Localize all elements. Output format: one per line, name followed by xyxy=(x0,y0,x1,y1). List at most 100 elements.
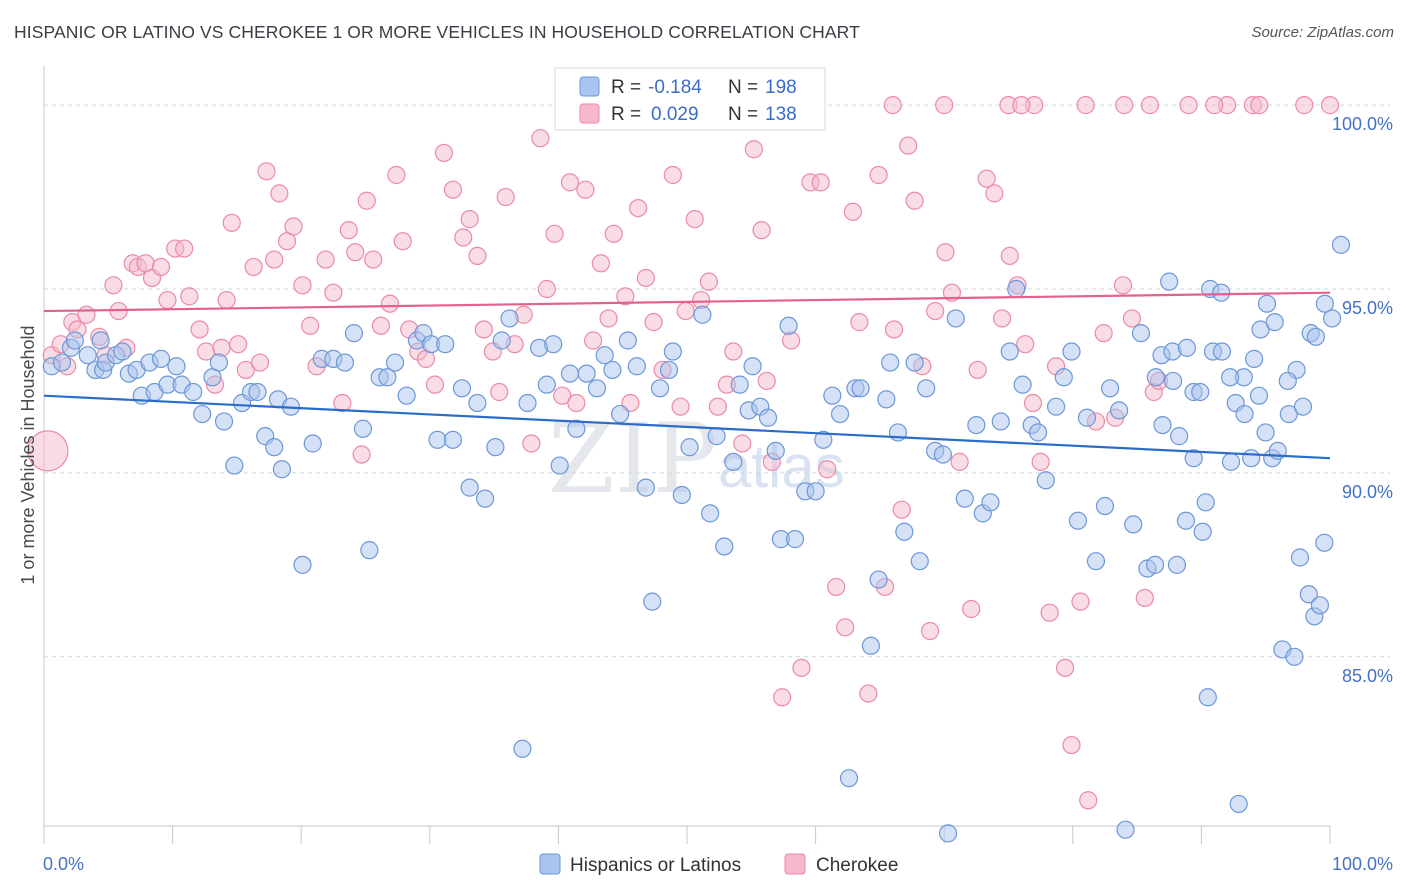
hispanic-point xyxy=(1077,408,1097,427)
cherokee-point xyxy=(977,169,996,188)
cherokee-point xyxy=(827,577,846,597)
legend-r-label-1: R = xyxy=(611,77,641,98)
hispanic-point xyxy=(955,489,974,508)
hispanic-point xyxy=(1164,371,1183,391)
hispanic-point xyxy=(1242,449,1261,468)
hispanic-point xyxy=(1293,397,1313,416)
cherokee-point xyxy=(244,257,263,277)
hispanic-point xyxy=(1170,427,1189,446)
cherokee-point xyxy=(1135,588,1154,608)
cherokee-point xyxy=(1295,96,1314,115)
hispanic-point xyxy=(460,478,479,497)
hispanic-point xyxy=(1212,283,1231,302)
watermark-zip: ZIP xyxy=(548,403,717,515)
hispanic-point xyxy=(1278,371,1297,391)
hispanic-point xyxy=(1124,515,1143,534)
cherokee-points xyxy=(27,96,1340,810)
cherokee-point xyxy=(584,331,603,350)
bottom-legend-cherokee: Cherokee xyxy=(816,855,898,876)
cherokee-point xyxy=(212,338,231,357)
hispanic-point xyxy=(436,335,455,354)
cherokee-point xyxy=(883,96,902,115)
hispanic-point xyxy=(1095,496,1115,516)
cherokee-point xyxy=(962,599,981,619)
cherokee-point xyxy=(180,287,199,306)
x-tick-label-min: 0.0% xyxy=(43,854,84,874)
cherokee-point xyxy=(293,276,312,295)
legend-swatch-blue xyxy=(579,76,600,97)
cherokee-point xyxy=(968,360,987,380)
cherokee-point xyxy=(733,434,752,453)
y-tick-label: 90.0% xyxy=(1342,482,1393,502)
y-axis-label: 1 or more Vehicles in Household xyxy=(18,325,38,584)
cherokee-point xyxy=(836,618,855,637)
cherokee-point xyxy=(724,342,743,361)
hispanic-point xyxy=(724,452,743,471)
cherokee-point xyxy=(1031,452,1050,471)
cherokee-point xyxy=(553,386,572,405)
cherokee-point xyxy=(676,301,695,321)
x-tick-labels: 0.0% 100.0% xyxy=(43,854,1393,874)
cherokee-point xyxy=(537,279,556,299)
hispanic-point xyxy=(78,346,97,365)
cherokee-point xyxy=(1076,96,1095,115)
legend-n-value-1: 198 xyxy=(765,77,797,98)
hispanic-point xyxy=(378,368,397,387)
hispanic-point xyxy=(1221,452,1241,471)
cherokee-point xyxy=(1140,96,1160,115)
cherokee-point xyxy=(859,684,878,703)
cherokee-point xyxy=(490,382,509,402)
cherokee-point xyxy=(324,283,343,302)
hispanic-point xyxy=(1315,533,1334,552)
cherokee-point xyxy=(773,688,792,707)
cherokee-point xyxy=(284,217,303,236)
hispanic-point xyxy=(905,353,924,372)
cherokee-point xyxy=(339,221,358,240)
cherokee-point xyxy=(752,221,771,240)
cherokee-point xyxy=(380,294,400,313)
cherokee-point xyxy=(591,254,610,273)
cherokee-point xyxy=(352,445,371,464)
cherokee-point xyxy=(1113,276,1133,295)
hispanic-point xyxy=(814,430,833,449)
hispanic-point xyxy=(537,375,556,394)
hispanic-point xyxy=(779,316,798,335)
hispanic-point xyxy=(991,412,1010,431)
grid-lines xyxy=(44,104,1390,658)
hispanic-point xyxy=(468,393,487,413)
hispanic-point xyxy=(1306,327,1325,346)
hispanic-point xyxy=(1160,272,1179,291)
cherokee-point xyxy=(1320,96,1340,115)
hispanic-point xyxy=(65,331,84,350)
hispanic-point xyxy=(1036,471,1055,490)
hispanic-point xyxy=(743,357,762,376)
stats-legend: R = -0.184 N = 198 R = 0.029 N = 138 xyxy=(554,67,826,131)
cherokee-point xyxy=(985,184,1004,203)
hispanic-point xyxy=(730,375,749,394)
hispanic-point xyxy=(1062,342,1081,361)
cherokee-point xyxy=(387,165,406,185)
hispanic-point xyxy=(981,493,1000,512)
hispanic-point xyxy=(513,739,532,758)
hispanic-point xyxy=(335,353,355,372)
hispanic-point xyxy=(550,456,569,475)
hispanic-point xyxy=(1331,235,1351,254)
hispanic-point xyxy=(595,346,614,365)
hispanic-point xyxy=(1146,368,1165,387)
cherokee-point xyxy=(217,290,236,310)
cherokee-point xyxy=(1055,658,1075,677)
hispanic-point xyxy=(113,342,132,361)
cherokee-point xyxy=(757,371,776,391)
hispanic-point xyxy=(627,357,646,376)
cherokee-point xyxy=(460,210,479,229)
cherokee-point xyxy=(522,434,541,453)
hispanic-trend-line xyxy=(43,394,1331,460)
hispanic-point xyxy=(303,434,322,453)
cherokee-point xyxy=(636,268,655,288)
bottom-legend-hispanic: Hispanics or Latinos xyxy=(570,855,741,876)
cherokee-point xyxy=(222,213,241,232)
bottom-legend-swatch-pink xyxy=(784,853,806,875)
cherokee-point xyxy=(792,658,811,677)
cherokee-point xyxy=(454,228,473,247)
hispanic-point xyxy=(385,353,405,372)
